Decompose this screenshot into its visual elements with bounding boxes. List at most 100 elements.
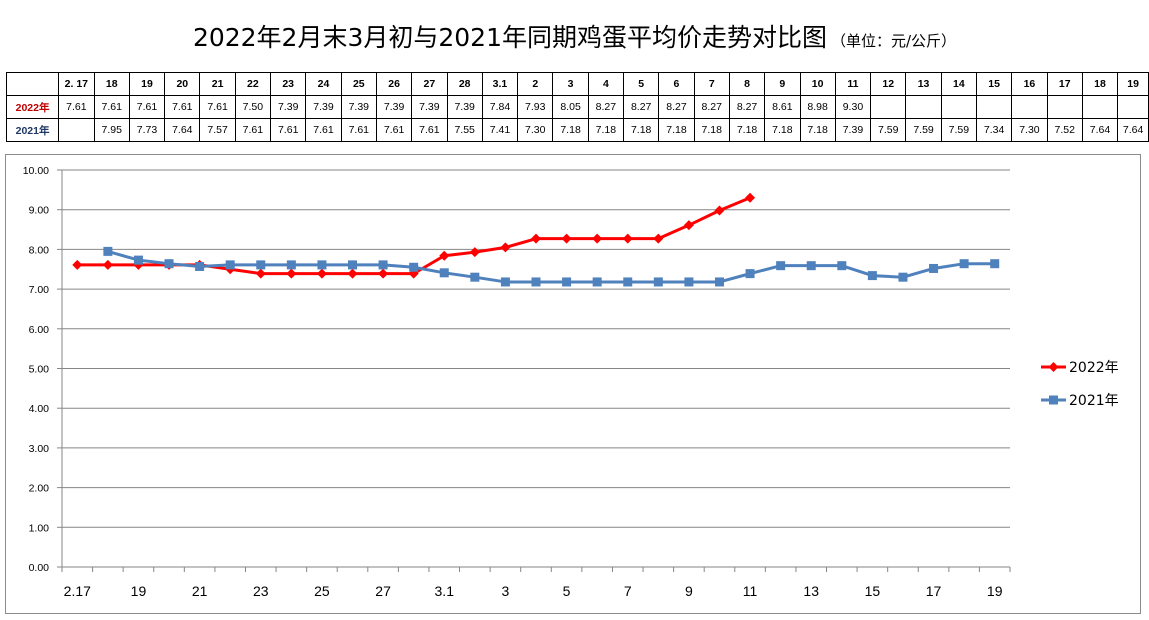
y-tick-label: 10.00	[23, 165, 49, 177]
table-header-cell: 13	[905, 72, 942, 96]
data-point-2021	[745, 269, 755, 279]
table-cell: 7.18	[587, 118, 625, 142]
data-point-2022	[378, 268, 389, 279]
table-header-cell: 22	[234, 72, 272, 96]
data-point-2022	[745, 192, 756, 203]
table-row-label: 2022年	[5, 95, 60, 119]
x-tick-label: 13	[803, 583, 819, 599]
table-cell: 7.64	[164, 118, 201, 142]
y-tick-label: 1.00	[29, 522, 50, 534]
data-point-2021	[164, 259, 174, 269]
table-header-cell: 8	[728, 72, 766, 96]
y-tick-label: 3.00	[29, 443, 50, 455]
table-header-cell: 5	[623, 72, 660, 96]
table-header-cell: 21	[199, 72, 236, 96]
data-point-2022	[286, 268, 297, 279]
data-point-2021	[806, 261, 816, 271]
data-point-2022	[561, 233, 572, 244]
chart-title-main: 2022年2月末3月初与2021年同期鸡蛋平均价走势对比图	[192, 23, 827, 52]
x-tick-label: 9	[685, 583, 693, 599]
y-tick-label: 2.00	[29, 483, 50, 495]
data-point-2022	[469, 247, 480, 258]
data-point-2022	[683, 220, 694, 231]
y-tick-label: 5.00	[29, 364, 50, 376]
table-cell	[58, 118, 95, 142]
table-header-cell: 4	[587, 72, 625, 96]
x-tick-label: 27	[375, 583, 391, 599]
y-tick-label: 6.00	[29, 324, 50, 336]
data-point-2021	[623, 277, 633, 287]
table-cell: 7.64	[1081, 118, 1119, 142]
data-point-2022	[531, 233, 541, 244]
legend-label: 2021年	[1069, 393, 1119, 409]
data-point-2021	[103, 246, 113, 256]
table-header-cell: 24	[305, 72, 342, 96]
y-tick-label: 0.00	[29, 562, 50, 574]
table-cell: 7.18	[728, 118, 766, 142]
data-point-2021	[929, 263, 939, 273]
table-cell	[1117, 95, 1149, 119]
table-header-cell: 3.1	[481, 72, 519, 96]
data-point-2022	[347, 268, 358, 279]
x-tick-label: 23	[253, 583, 269, 599]
table-cell: 7.64	[1117, 118, 1149, 142]
x-tick-label: 2.17	[64, 583, 91, 599]
table-cell: 7.61	[164, 95, 201, 119]
chart-title: 2022年2月末3月初与2021年同期鸡蛋平均价走势对比图 （单位：元/公斤）	[0, 18, 1149, 54]
table-cell: 7.84	[481, 95, 519, 119]
x-tick-label: 3	[502, 583, 510, 599]
x-tick-label: 11	[743, 583, 758, 599]
table-cell: 7.73	[128, 118, 166, 142]
data-point-2021	[959, 259, 969, 269]
legend-label: 2022年	[1069, 360, 1119, 376]
data-point-2021	[439, 268, 449, 278]
table-cell: 8.61	[764, 95, 801, 119]
table-header-cell: 28	[446, 72, 483, 96]
y-tick-label: 9.00	[29, 205, 50, 217]
series-line-2021	[107, 249, 995, 284]
table-cell	[975, 95, 1013, 119]
x-tick-label: 5	[563, 583, 571, 599]
data-point-2021	[714, 277, 724, 287]
chart-title-unit: （单位：元/公斤）	[831, 32, 957, 50]
data-point-2022	[622, 233, 633, 244]
data-point-2022	[102, 259, 113, 270]
table-cell: 7.39	[446, 95, 483, 119]
y-tick-label: 8.00	[29, 244, 50, 256]
table-cell: 9.30	[834, 95, 872, 119]
data-point-2022	[316, 268, 327, 279]
table-cell: 7.18	[764, 118, 801, 142]
series-line-2022	[77, 196, 751, 276]
table-cell: 7.39	[340, 95, 377, 119]
table-cell: 8.27	[693, 95, 730, 119]
data-point-2021	[133, 255, 143, 265]
data-point-2021	[500, 277, 510, 287]
data-point-2021	[837, 261, 847, 271]
data-point-2021	[286, 260, 296, 270]
table-cell: 8.27	[658, 95, 695, 119]
table-cell: 7.61	[199, 95, 236, 119]
table-header-row: 2. 17 18 19 20 21 22 23 24 25 26 27 28 3.1 2 3 4 5 6 7 8 9 10…	[5, 72, 1149, 96]
table-cell: 7.41	[481, 118, 519, 142]
data-point-2022	[255, 268, 266, 279]
table-header-cell: 26	[375, 72, 413, 96]
table-cell: 7.59	[905, 118, 942, 142]
table-cell: 7.30	[517, 118, 554, 142]
x-tick-label: 7	[624, 583, 632, 599]
data-table: 2. 17 18 19 20 21 22 23 24 25 26 27 28 3.1 2 3 4 5 6 7 8 9 10…	[5, 72, 1149, 142]
data-point-2021	[470, 272, 480, 282]
plot-frame	[5, 154, 1141, 614]
table-cell: 7.18	[623, 118, 660, 142]
table-cell	[940, 95, 977, 119]
table-cell: 7.18	[552, 118, 589, 142]
data-point-2021	[409, 262, 419, 272]
data-point-2021	[256, 260, 266, 270]
data-point-2021	[317, 260, 327, 270]
data-point-2022	[714, 205, 725, 216]
table-header-cell: 25	[340, 72, 377, 96]
table-cell: 7.61	[375, 118, 413, 142]
y-tick-label: 4.00	[29, 403, 50, 415]
data-point-2021	[898, 272, 908, 282]
data-point-2021	[225, 260, 235, 270]
x-tick-label: 19	[131, 583, 147, 599]
